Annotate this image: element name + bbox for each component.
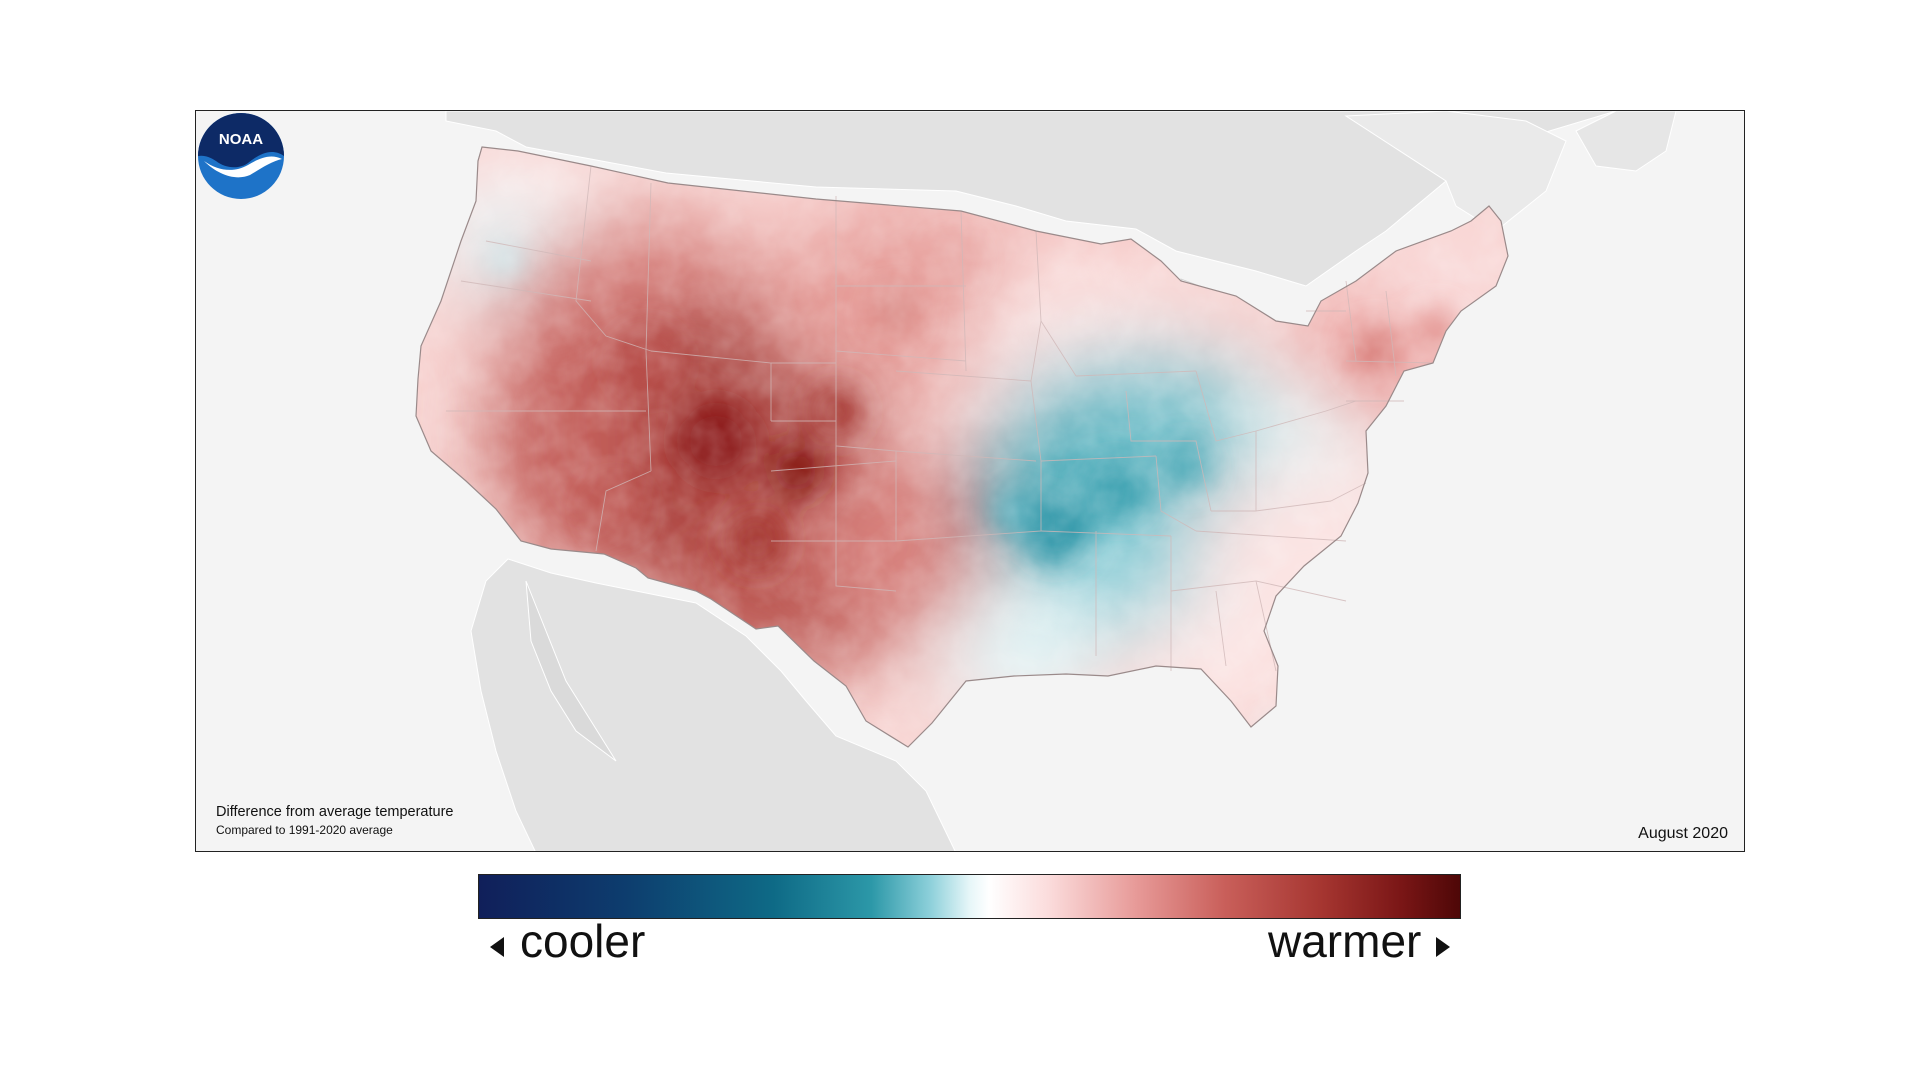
noaa-logo-text: NOAA (219, 131, 263, 148)
map-caption-subtitle: Compared to 1991-2020 average (216, 823, 393, 837)
temperature-anomaly-map: Difference from average temperature Comp… (195, 110, 1745, 852)
neighbor-land (445, 111, 1744, 851)
noaa-logo-icon: NOAA (198, 113, 284, 199)
map-date-label: August 2020 (1638, 825, 1728, 842)
legend-warmer-label: warmer (1268, 915, 1422, 967)
arrow-right-icon (1436, 937, 1450, 957)
state-borders (446, 146, 1434, 672)
colorbar (478, 874, 1461, 919)
map-canvas (415, 111, 1744, 851)
legend-cooler-label: cooler (520, 915, 646, 967)
anomaly-field (416, 147, 1508, 747)
arrow-left-icon (490, 937, 504, 957)
map-caption-title: Difference from average temperature (216, 804, 454, 820)
us-outline (415, 146, 1509, 748)
